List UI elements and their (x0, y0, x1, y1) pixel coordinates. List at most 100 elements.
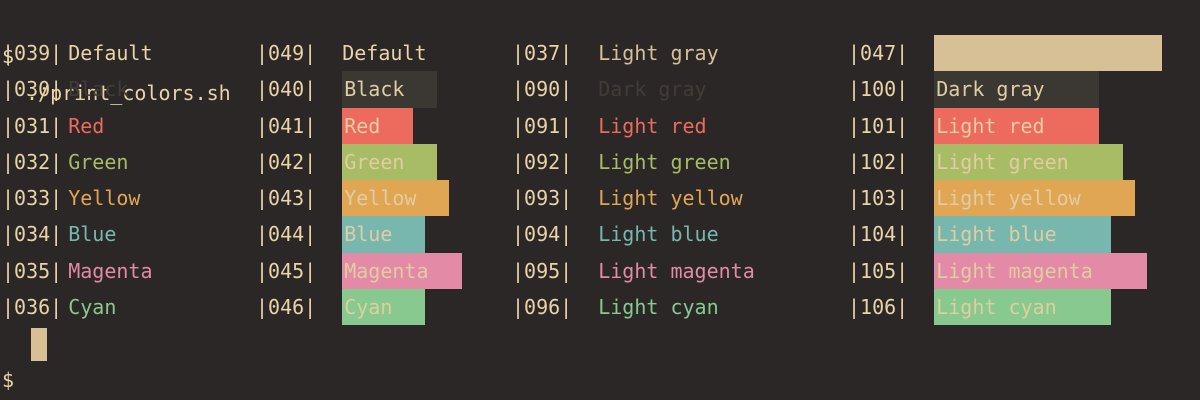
color-label: Magenta (68, 258, 153, 283)
color-cell-100: |100| Dark gray (848, 71, 1099, 108)
color-label: Green (68, 149, 129, 174)
color-swatch: Black (342, 71, 438, 108)
ansi-code: |045| (256, 258, 317, 283)
color-label: Light yellow (598, 186, 743, 211)
color-cell-093: |093| Light yellow (512, 180, 743, 216)
color-cell-047: |047| (848, 35, 1163, 72)
color-swatch: Dark gray (934, 71, 1099, 108)
color-cell-101: |101| Light red (848, 107, 1099, 144)
color-cell-090: |090| Dark gray (512, 71, 707, 107)
color-cell-095: |095| Light magenta (512, 253, 755, 289)
ansi-code: |032| (2, 149, 63, 174)
ansi-code: |049| (256, 41, 317, 65)
color-row: |034| Blue |044| Blue |094| Light blue |104| Li… (0, 216, 1200, 253)
color-label: Red (68, 113, 105, 138)
command-line: $ ./print_colors.sh (0, 2, 1200, 104)
color-swatch: Light cyan (934, 289, 1111, 326)
color-cell-039: |039| Default (2, 35, 153, 71)
color-swatch: Red (342, 107, 414, 144)
ansi-code: |039| (2, 41, 63, 65)
color-label: Light gray (598, 41, 719, 65)
color-cell-091: |091| Light red (512, 108, 707, 144)
ansi-code: |096| (512, 295, 573, 320)
color-label: Light cyan (598, 295, 719, 320)
color-cell-043: |043| Yellow (256, 180, 450, 217)
color-table: |039| Default |049| Default |037| Light gray |… (0, 35, 1200, 326)
ansi-code: |042| (256, 149, 317, 174)
color-cell-040: |040| Black (256, 71, 438, 108)
color-label: Yellow (68, 186, 141, 211)
color-label: Light red (598, 113, 707, 138)
color-swatch: Light magenta (934, 252, 1147, 290)
color-cell-105: |105| Light magenta (848, 252, 1147, 290)
color-row: |036| Cyan |046| Cyan |096| Light cyan |106| Li… (0, 289, 1200, 326)
color-row: |031| Red |041| Red |091| Light red |101| Light… (0, 107, 1200, 144)
ansi-code: |036| (2, 295, 63, 320)
color-label: Light magenta (598, 258, 755, 283)
color-cell-096: |096| Light cyan (512, 289, 719, 325)
color-swatch: Blue (342, 216, 426, 253)
color-cell-046: |046| Cyan (256, 289, 426, 326)
ansi-code: |090| (512, 77, 573, 102)
color-cell-045: |045| Magenta (256, 252, 462, 290)
ansi-code: |034| (2, 222, 63, 247)
color-swatch: Cyan (342, 289, 426, 326)
ansi-code: |041| (256, 113, 317, 138)
color-label: Cyan (68, 295, 117, 320)
color-cell-092: |092| Light green (512, 144, 731, 180)
ansi-code: |044| (256, 222, 317, 247)
ansi-code: |102| (848, 149, 909, 174)
color-label: Black (68, 77, 129, 102)
command-text: ./print_colors.sh (26, 80, 231, 105)
color-cell-042: |042| Green (256, 143, 438, 181)
ansi-code: |106| (848, 295, 909, 320)
ansi-code: |105| (848, 258, 909, 283)
ansi-code: |033| (2, 186, 63, 211)
ansi-code: |092| (512, 149, 573, 174)
ansi-code: |091| (512, 113, 573, 138)
color-swatch: Light red (934, 107, 1099, 144)
color-cell-030: |030| Black (2, 71, 128, 107)
color-label: Default (68, 41, 153, 65)
color-label: Blue (68, 222, 117, 247)
color-cell-106: |106| Light cyan (848, 289, 1111, 326)
ansi-code: |030| (2, 77, 63, 102)
ansi-code: |103| (848, 186, 909, 211)
ansi-code: |037| (512, 41, 573, 65)
color-row: |039| Default |049| Default |037| Light gray |… (0, 35, 1200, 72)
ansi-code: |095| (512, 258, 573, 283)
color-cell-037: |037| Light gray (512, 35, 719, 71)
color-cell-094: |094| Light blue (512, 216, 719, 252)
color-cell-044: |044| Blue (256, 216, 426, 253)
color-cell-104: |104| Light blue (848, 216, 1111, 253)
ansi-code: |093| (512, 186, 573, 211)
ansi-code: |094| (512, 222, 573, 247)
color-cell-034: |034| Blue (2, 216, 116, 252)
prompt-line: $ (0, 326, 1200, 392)
color-swatch: Green (342, 143, 438, 181)
ansi-code: |043| (256, 186, 317, 211)
color-cell-102: |102| Light green (848, 143, 1123, 181)
color-row: |035| Magenta |045| Magenta |095| Light magen… (0, 252, 1200, 290)
color-label: Light blue (598, 222, 719, 247)
color-swatch: Light yellow (934, 180, 1135, 217)
color-cell-035: |035| Magenta (2, 253, 153, 289)
color-swatch: Yellow (342, 180, 450, 217)
color-swatch (934, 35, 1163, 72)
color-label: Dark gray (598, 77, 707, 102)
color-swatch: Light blue (934, 216, 1111, 253)
ansi-code: |040| (256, 77, 317, 102)
color-cell-036: |036| Cyan (2, 289, 116, 325)
color-swatch: Light green (934, 143, 1123, 181)
ansi-code: |100| (848, 77, 909, 102)
color-cell-033: |033| Yellow (2, 180, 140, 216)
ansi-code: |031| (2, 113, 63, 138)
color-cell-103: |103| Light yellow (848, 180, 1135, 217)
color-cell-031: |031| Red (2, 108, 104, 144)
shell-prompt: $ (2, 368, 15, 393)
color-label: Light green (598, 149, 731, 174)
color-swatch: Magenta (342, 252, 462, 290)
ansi-code: |101| (848, 113, 909, 138)
ansi-code: |047| (848, 41, 909, 65)
